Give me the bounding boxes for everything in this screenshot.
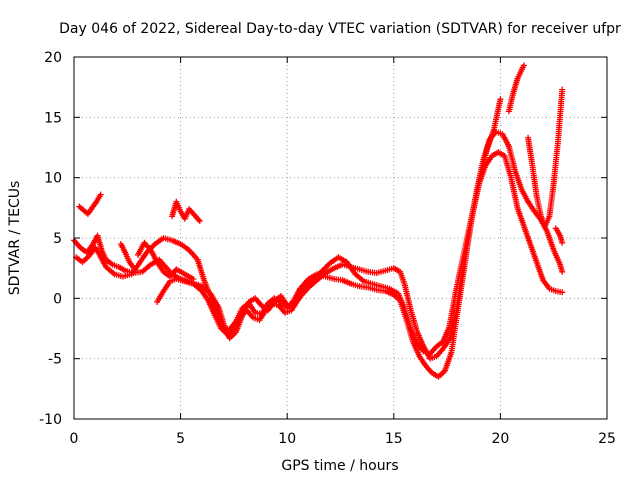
x-tick-label: 25	[598, 431, 616, 447]
y-axis-label: SDTVAR / TECUs	[7, 181, 23, 296]
data-point-markers	[169, 198, 203, 225]
x-tick-labels: 0 5 10 15 20 25	[70, 431, 616, 447]
data-point-markers	[117, 241, 139, 274]
series-segment-b	[169, 198, 203, 225]
y-tick-labels: -10 -5 0 5 10 15 20	[39, 50, 62, 428]
y-tick-label: 0	[53, 291, 62, 307]
x-tick-label: 5	[176, 431, 185, 447]
x-axis-label: GPS time / hours	[281, 458, 398, 474]
data-point-markers	[76, 191, 104, 217]
data-point-markers	[73, 128, 566, 380]
tick-marks	[73, 56, 608, 420]
series-segment-d	[505, 62, 527, 115]
y-tick-label: -5	[48, 352, 62, 368]
x-tick-label: 10	[278, 431, 296, 447]
y-tick-label: 5	[53, 231, 62, 247]
data-point-markers	[552, 225, 566, 246]
series-track-4	[135, 239, 197, 282]
x-tick-label: 20	[491, 431, 509, 447]
y-tick-label: 15	[44, 110, 62, 126]
data-point-markers	[135, 239, 197, 282]
series-segment-c	[117, 241, 139, 274]
data-points	[71, 62, 566, 380]
y-tick-label: -10	[39, 412, 62, 428]
chart-title: Day 046 of 2022, Sidereal Day-to-day VTE…	[59, 21, 621, 37]
series-track-2	[73, 128, 566, 380]
data-point-markers	[505, 62, 527, 115]
data-point-markers	[525, 86, 566, 229]
y-tick-label: 20	[44, 50, 62, 66]
y-tick-label: 10	[44, 171, 62, 187]
series-segment-a	[76, 191, 104, 217]
x-tick-label: 15	[385, 431, 403, 447]
x-tick-label: 0	[70, 431, 79, 447]
series-track-3	[154, 96, 504, 357]
data-point-markers	[154, 96, 504, 357]
series-segment-e	[525, 86, 566, 229]
series-segment-f	[552, 225, 566, 246]
